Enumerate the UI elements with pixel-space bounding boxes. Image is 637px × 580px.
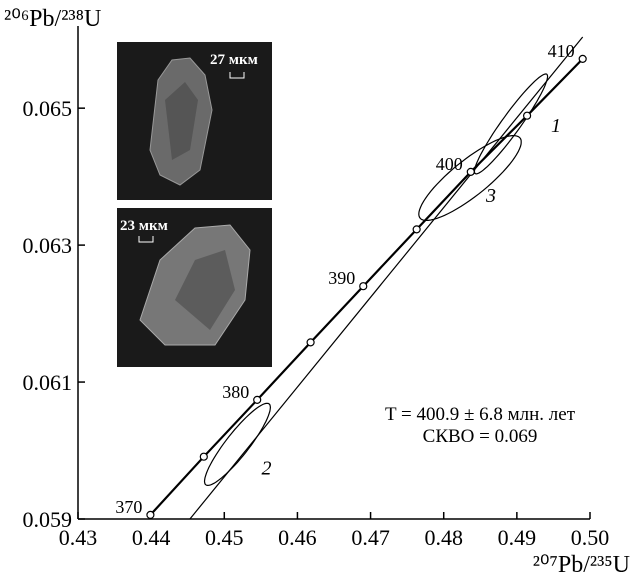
annotation: T = 400.9 ± 6.8 млн. лет: [385, 404, 576, 425]
concordia-point: [524, 112, 531, 119]
x-tick-label: 0.44: [132, 525, 171, 550]
concordia-point: [200, 453, 207, 460]
scale-label: 23 мкм: [120, 218, 168, 234]
scale-label: 27 мкм: [210, 52, 258, 68]
concordia-point: [413, 226, 420, 233]
inset-photo: 23 мкм: [117, 208, 272, 367]
ellipse-label: 1: [551, 115, 561, 137]
y-tick-label: 0.065: [23, 96, 73, 121]
x-tick-label: 0.48: [424, 525, 463, 550]
x-tick-label: 0.47: [351, 525, 390, 550]
age-label: 380: [222, 382, 249, 402]
x-tick-label: 0.50: [571, 525, 610, 550]
x-tick-label: 0.46: [278, 525, 317, 550]
concordia-point: [360, 283, 367, 290]
concordia-point: [254, 396, 261, 403]
age-label: 390: [328, 268, 355, 288]
annotation: СКВО = 0.069: [423, 426, 538, 447]
age-label: 410: [548, 41, 575, 61]
concordia-point: [307, 339, 314, 346]
concordia-point: [467, 168, 474, 175]
y-axis-label: ²⁰⁶Pb/²³⁸U: [4, 6, 101, 32]
x-tick-label: 0.49: [498, 525, 537, 550]
error-ellipse: [474, 74, 547, 174]
error-ellipse: [419, 136, 521, 221]
inset-photo: 27 мкм: [117, 42, 272, 200]
chart: ²⁰⁶Pb/²³⁸U ²⁰⁷Pb/²³⁵U 27 мкм 23 мкм T = …: [0, 0, 637, 580]
concordia-point: [147, 511, 154, 518]
y-tick-label: 0.059: [23, 507, 73, 532]
y-tick-label: 0.063: [23, 233, 73, 258]
age-label: 400: [436, 154, 463, 174]
x-tick-label: 0.45: [205, 525, 244, 550]
ellipse-label: 3: [485, 185, 496, 207]
ellipse-label: 2: [261, 457, 271, 479]
y-tick-label: 0.061: [23, 370, 73, 395]
concordia-point: [579, 55, 586, 62]
age-label: 370: [115, 497, 142, 517]
x-axis-label: ²⁰⁷Pb/²³⁵U: [533, 552, 630, 578]
